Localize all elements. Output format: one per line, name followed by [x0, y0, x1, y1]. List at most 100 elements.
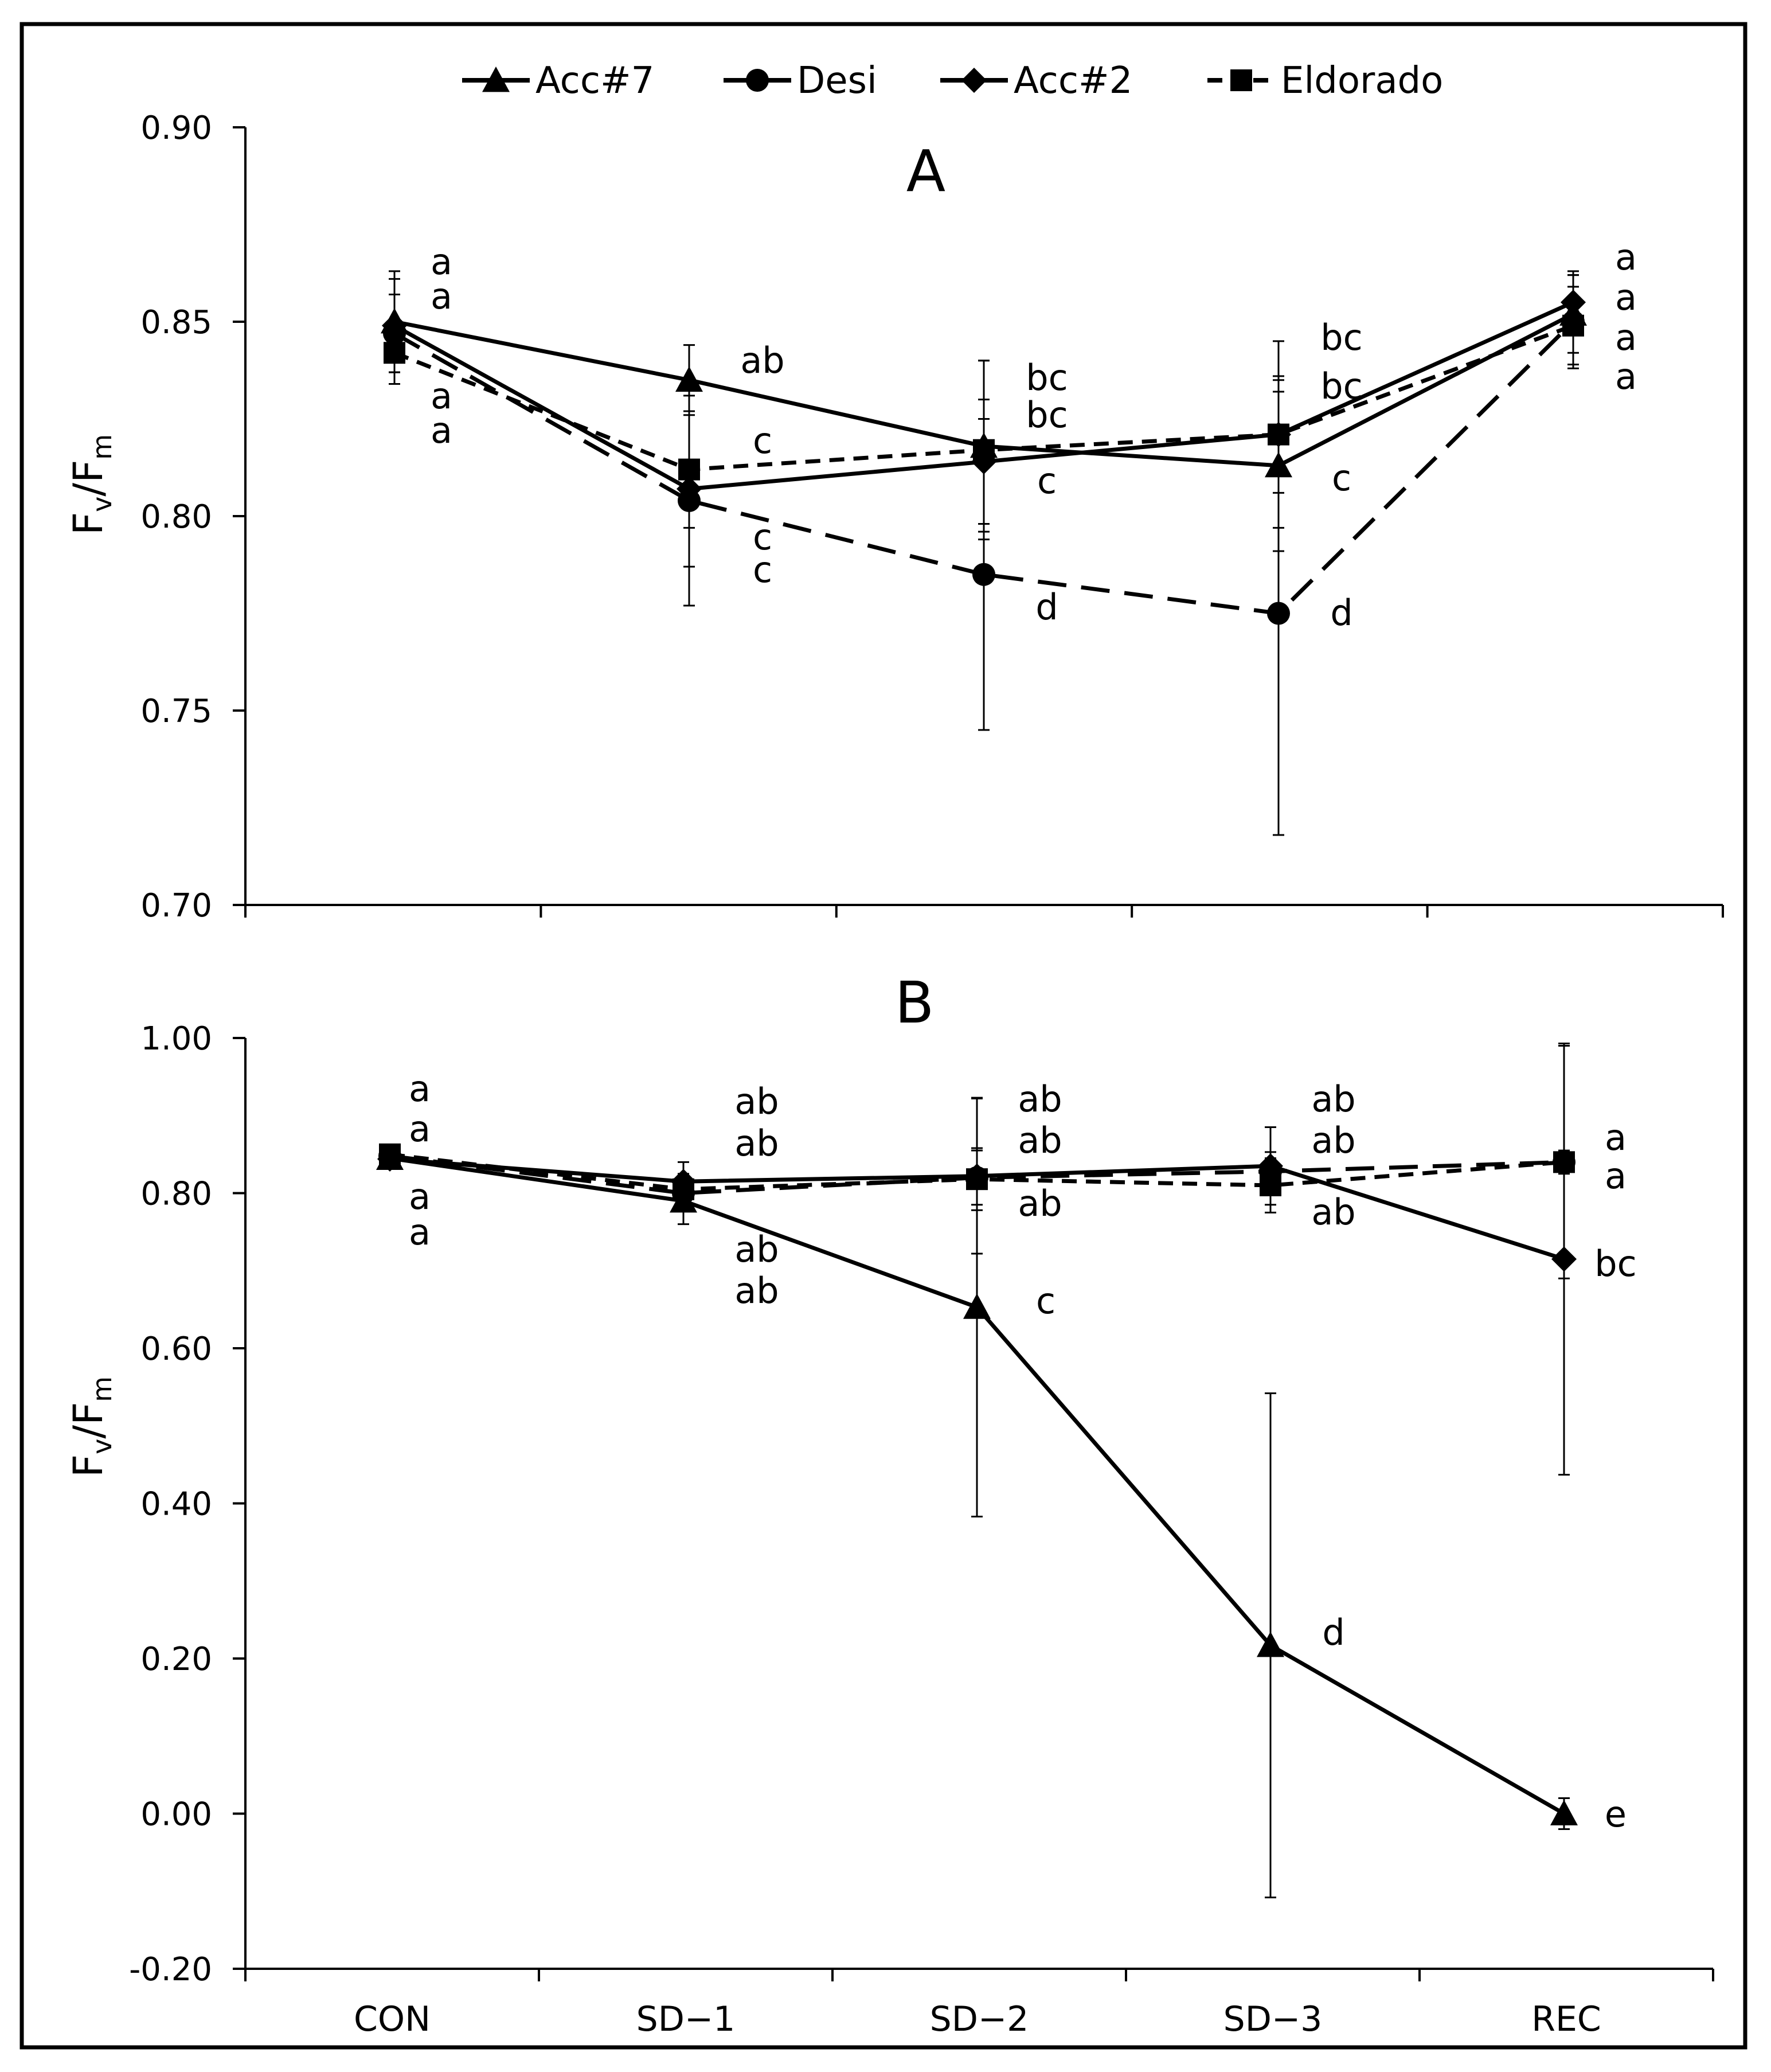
- data-point-square: [673, 1178, 694, 1200]
- significance-letter: c: [1036, 1280, 1055, 1322]
- y-tick-label: -0.20: [129, 1951, 212, 1988]
- significance-letter: bc: [1594, 1243, 1636, 1285]
- significance-letter: c: [753, 516, 772, 558]
- data-point-square: [384, 342, 405, 364]
- x-category-label: SD−1: [636, 1999, 736, 2039]
- y-tick-label: 0.75: [140, 693, 212, 730]
- legend-label: Eldorado: [1281, 60, 1443, 102]
- significance-letter: a: [431, 409, 452, 451]
- y-tick-label: 1.00: [140, 1020, 212, 1058]
- data-point-square: [1260, 1174, 1281, 1196]
- data-point-square: [678, 458, 700, 481]
- significance-letter: a: [431, 275, 452, 317]
- panel-a: A Fv/Fm 0.700.750.800.850.90aaaaabcccbcb…: [65, 110, 1724, 924]
- significance-letter: a: [431, 375, 452, 417]
- data-point-square: [973, 439, 995, 461]
- significance-letter: d: [1322, 1611, 1344, 1653]
- significance-letter: ab: [1018, 1078, 1062, 1120]
- series-line: [393, 320, 1575, 615]
- svg-text:Fv/Fm: Fv/Fm: [65, 434, 118, 535]
- ylabel-slash: /: [65, 1425, 112, 1439]
- data-point-square: [379, 1143, 401, 1165]
- significance-letter: c: [753, 549, 772, 591]
- panel-b-letter: B: [895, 969, 935, 1036]
- legend-marker-triangle: [482, 67, 510, 92]
- significance-letter: ab: [1018, 1183, 1062, 1224]
- ylabel-slash: /: [65, 483, 112, 497]
- legend-marker-circle: [746, 69, 769, 92]
- y-tick-label: 0.60: [140, 1330, 212, 1368]
- significance-letter: ab: [734, 1122, 779, 1164]
- legend-marker-square: [1230, 69, 1252, 91]
- data-point-square: [966, 1168, 988, 1191]
- significance-letter: a: [409, 1108, 431, 1150]
- y-tick-label: 0.20: [140, 1641, 212, 1678]
- y-tick-label: 0.85: [140, 304, 212, 341]
- x-category-label: SD−2: [930, 1999, 1029, 2039]
- significance-letter: a: [1615, 276, 1637, 318]
- legend-label: Acc#7: [535, 60, 654, 102]
- y-tick-label: 0.80: [140, 1176, 212, 1213]
- significance-letter: bc: [1026, 357, 1068, 399]
- svg-text:Fv/Fm: Fv/Fm: [65, 1376, 118, 1477]
- significance-letter: ab: [734, 1228, 779, 1270]
- ylabel-sub-v: v: [87, 497, 118, 512]
- x-category-label: SD−3: [1223, 1999, 1323, 2039]
- legend-label: Desi: [797, 60, 877, 102]
- data-point-square: [1553, 1151, 1575, 1173]
- significance-letter: ab: [740, 340, 784, 381]
- y-tick-label: 0.70: [140, 887, 212, 924]
- legend-marker-diamond: [961, 68, 987, 93]
- significance-letter: a: [1615, 317, 1637, 358]
- panel-b: B Fv/Fm -0.200.000.200.400.600.801.00aaa…: [65, 969, 1714, 2039]
- legend: Acc#7 Desi Acc#2 Eldorado: [462, 60, 1443, 102]
- data-point-square: [1562, 314, 1584, 337]
- data-point-circle: [972, 563, 995, 586]
- significance-letter: e: [1605, 1793, 1627, 1835]
- ylabel-f: F: [65, 512, 112, 535]
- significance-letter: ab: [734, 1270, 779, 1312]
- significance-letter: a: [409, 1176, 431, 1218]
- data-point-triangle: [1257, 1632, 1284, 1657]
- significance-letter: ab: [1311, 1191, 1355, 1233]
- data-point-triangle: [675, 366, 703, 392]
- significance-letter: c: [1037, 460, 1057, 502]
- panel-b-y-axis-label: Fv/Fm: [65, 1376, 118, 1477]
- significance-letter: a: [1615, 356, 1637, 397]
- panel-a-letter: A: [906, 138, 945, 205]
- significance-letter: a: [1605, 1117, 1627, 1158]
- significance-letter: bc: [1026, 394, 1068, 436]
- data-point-square: [1268, 423, 1289, 446]
- significance-letter: a: [409, 1211, 431, 1253]
- ylabel-f: F: [65, 1454, 112, 1477]
- ylabel-sub-v: v: [87, 1439, 118, 1454]
- significance-letter: ab: [1311, 1119, 1355, 1161]
- significance-letter: ab: [1311, 1078, 1355, 1120]
- legend-label: Acc#2: [1014, 60, 1132, 102]
- significance-letter: a: [409, 1068, 431, 1110]
- ylabel-sub-m: m: [87, 1376, 118, 1402]
- x-category-label: REC: [1531, 1999, 1601, 2039]
- significance-letter: bc: [1320, 365, 1362, 407]
- y-tick-label: 0.80: [140, 498, 212, 536]
- significance-letter: d: [1035, 586, 1058, 628]
- ylabel-f2: F: [65, 460, 112, 483]
- data-point-triangle: [963, 1293, 991, 1319]
- significance-letter: a: [431, 241, 452, 283]
- significance-letter: a: [1605, 1155, 1627, 1197]
- data-point-circle: [1267, 602, 1290, 625]
- y-tick-label: 0.00: [140, 1796, 212, 1833]
- figure-frame: [19, 22, 1747, 2050]
- significance-letter: ab: [1018, 1119, 1062, 1161]
- significance-letter: a: [1615, 236, 1637, 278]
- panel-a-y-axis-label: Fv/Fm: [65, 434, 118, 535]
- y-tick-label: 0.40: [140, 1486, 212, 1523]
- significance-letter: c: [1332, 457, 1351, 499]
- significance-letter: bc: [1320, 317, 1362, 358]
- ylabel-f2: F: [65, 1402, 112, 1425]
- series-eldorado: [379, 1045, 1575, 1279]
- data-point-triangle: [1550, 1800, 1578, 1825]
- significance-letter: ab: [734, 1080, 779, 1122]
- y-tick-label: 0.90: [140, 110, 212, 147]
